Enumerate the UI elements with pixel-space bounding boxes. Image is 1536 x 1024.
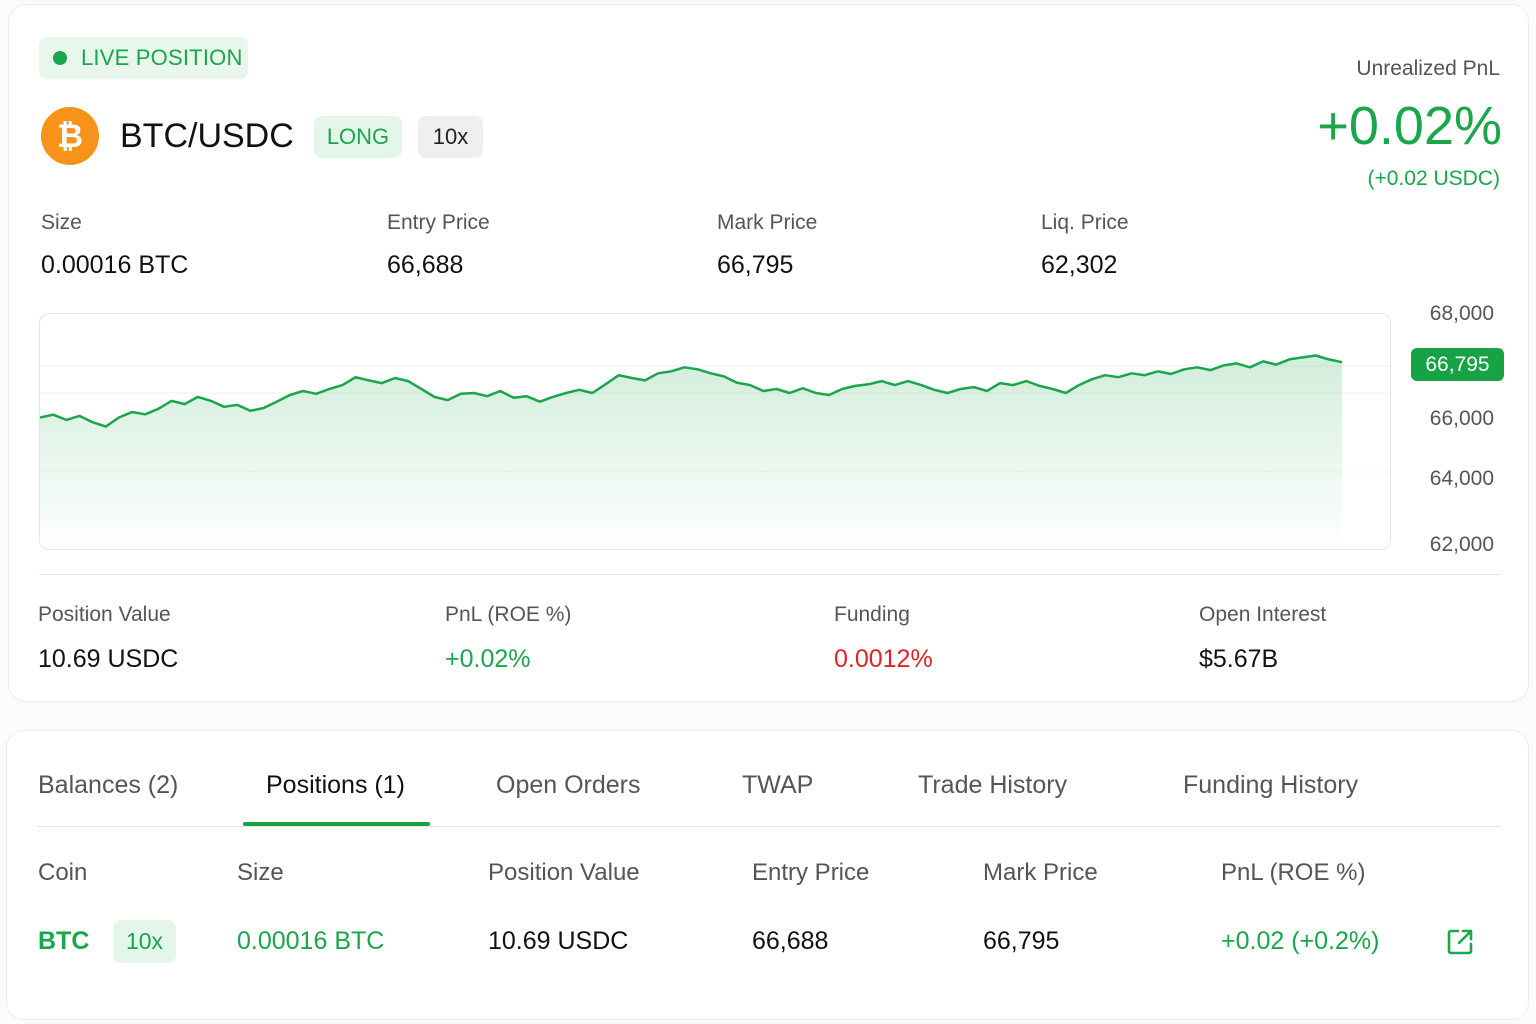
tab-twap[interactable]: TWAP [742,771,814,799]
tab-open-orders[interactable]: Open Orders [496,771,641,799]
size-label: Size [41,211,82,234]
price-chart[interactable] [39,313,1391,550]
price-line [40,354,1343,428]
open-interest-label: Open Interest [1199,603,1327,626]
entry-price-label: Entry Price [387,211,490,234]
row-leverage-badge: 10x [113,920,176,963]
col-pnl: PnL (ROE %) [1221,859,1366,886]
pnl-roe-value: +0.02% [445,645,531,673]
live-position-badge: LIVE POSITION [39,37,248,79]
tabs-divider [37,826,1501,827]
external-link-icon[interactable] [1445,927,1475,957]
side-badge: LONG [314,116,402,158]
col-coin: Coin [38,859,88,886]
y-tick-62000: 62,000 [1429,533,1494,556]
live-position-label: LIVE POSITION [81,45,243,70]
tab-positions[interactable]: Positions (1) [266,771,405,799]
current-price-tag: 66,795 [1411,348,1504,381]
pair-title: BTC/USDC [120,117,294,155]
row-pnl: +0.02 (+0.2%) [1221,927,1380,955]
tab-balances[interactable]: Balances (2) [38,771,179,799]
unrealized-pnl-percent: +0.02% [1317,96,1502,156]
col-size: Size [237,859,284,886]
col-position-value: Position Value [488,859,640,886]
row-entry-price: 66,688 [752,927,829,955]
mark-price-label: Mark Price [717,211,818,234]
bitcoin-icon: ₿ [41,107,99,165]
funding-value: 0.0012% [834,645,933,673]
tab-trade-history[interactable]: Trade History [918,771,1068,799]
row-mark-price: 66,795 [983,927,1060,955]
leverage-badge: 10x [418,116,483,158]
tab-funding-history[interactable]: Funding History [1183,771,1359,799]
y-tick-68000: 68,000 [1429,302,1494,325]
unrealized-pnl-usdc: (+0.02 USDC) [1367,167,1500,190]
open-interest-value: $5.67B [1199,645,1279,673]
col-entry-price: Entry Price [752,859,870,886]
funding-label: Funding [834,603,910,626]
section-divider [39,574,1501,575]
y-tick-64000: 64,000 [1429,467,1494,490]
pnl-roe-label: PnL (ROE %) [445,603,572,626]
position-card: LIVE POSITION ₿ BTC/USDC LONG 10x Unreal… [8,4,1529,702]
mark-price-value: 66,795 [717,251,794,279]
entry-price-value: 66,688 [387,251,464,279]
row-coin[interactable]: BTC [38,927,90,955]
positions-panel: Balances (2) Positions (1) Open Orders T… [6,730,1529,1020]
position-value-label: Position Value [38,603,171,626]
live-dot-icon [53,51,67,65]
price-chart-svg [40,354,1390,549]
col-mark-price: Mark Price [983,859,1098,886]
price-area [40,355,1342,549]
y-tick-66000: 66,000 [1429,407,1494,430]
row-position-value: 10.69 USDC [488,927,629,955]
unrealized-pnl-label: Unrealized PnL [1356,57,1500,80]
liq-price-label: Liq. Price [1041,211,1129,234]
position-value: 10.69 USDC [38,645,179,673]
row-size: 0.00016 BTC [237,927,385,955]
active-tab-indicator [243,822,430,826]
liq-price-value: 62,302 [1041,251,1118,279]
size-value: 0.00016 BTC [41,251,189,279]
